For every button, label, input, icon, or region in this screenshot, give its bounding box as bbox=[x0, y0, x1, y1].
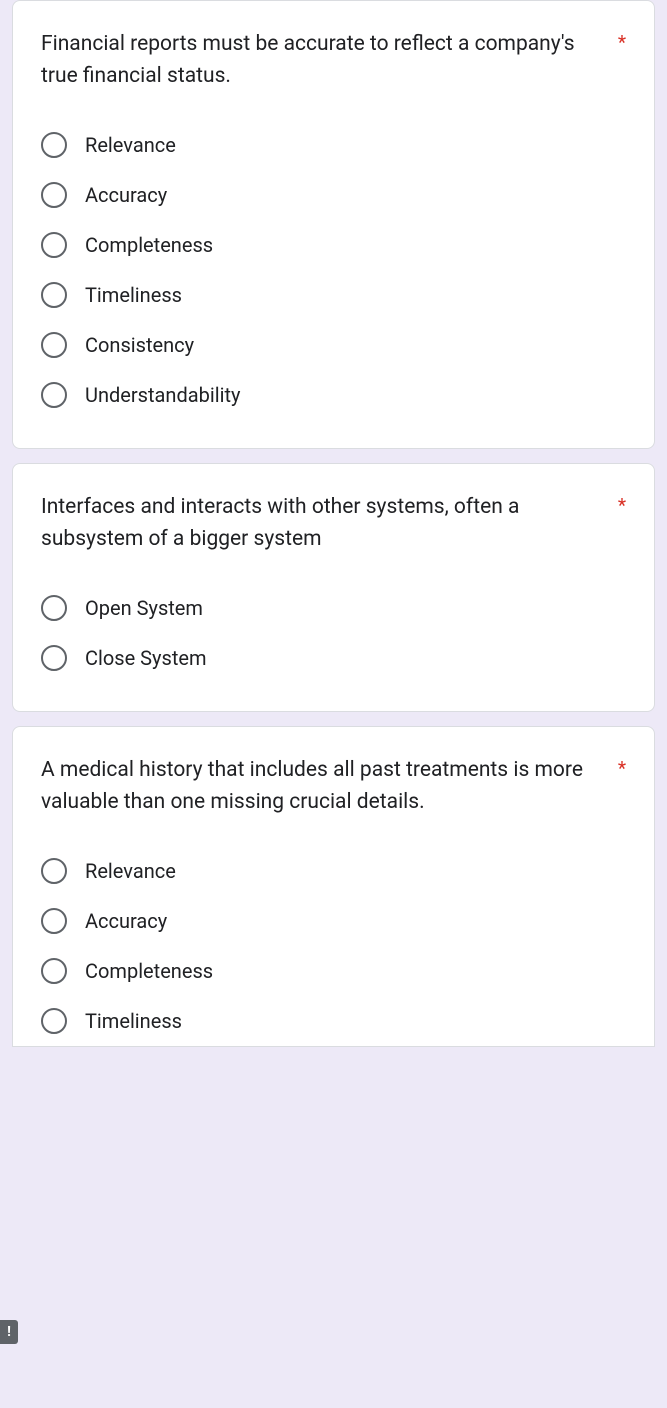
radio-icon bbox=[41, 958, 67, 984]
radio-icon bbox=[41, 858, 67, 884]
option-label: Completeness bbox=[85, 959, 213, 983]
options-list: Relevance Accuracy Completeness Timeline… bbox=[41, 120, 626, 420]
option-label: Timeliness bbox=[85, 283, 182, 307]
option-label: Consistency bbox=[85, 333, 194, 357]
option-relevance[interactable]: Relevance bbox=[41, 846, 626, 896]
option-timeliness[interactable]: Timeliness bbox=[41, 996, 626, 1046]
option-label: Timeliness bbox=[85, 1009, 182, 1033]
option-completeness[interactable]: Completeness bbox=[41, 220, 626, 270]
radio-icon bbox=[41, 908, 67, 934]
question-header: Financial reports must be accurate to re… bbox=[41, 29, 626, 92]
question-card: A medical history that includes all past… bbox=[12, 726, 655, 1047]
question-header: Interfaces and interacts with other syst… bbox=[41, 492, 626, 555]
radio-icon bbox=[41, 1008, 67, 1034]
option-label: Understandability bbox=[85, 383, 240, 407]
option-label: Completeness bbox=[85, 233, 213, 257]
option-understandability[interactable]: Understandability bbox=[41, 370, 626, 420]
option-label: Accuracy bbox=[85, 909, 167, 933]
radio-icon bbox=[41, 132, 67, 158]
radio-icon bbox=[41, 282, 67, 308]
radio-icon bbox=[41, 332, 67, 358]
option-open-system[interactable]: Open System bbox=[41, 583, 626, 633]
options-list: Open System Close System bbox=[41, 583, 626, 683]
question-card: Interfaces and interacts with other syst… bbox=[12, 463, 655, 712]
option-completeness[interactable]: Completeness bbox=[41, 946, 626, 996]
required-indicator: * bbox=[618, 492, 626, 521]
option-relevance[interactable]: Relevance bbox=[41, 120, 626, 170]
radio-icon bbox=[41, 645, 67, 671]
question-card: Financial reports must be accurate to re… bbox=[12, 0, 655, 449]
option-label: Relevance bbox=[85, 859, 176, 883]
option-timeliness[interactable]: Timeliness bbox=[41, 270, 626, 320]
option-accuracy[interactable]: Accuracy bbox=[41, 896, 626, 946]
radio-icon bbox=[41, 595, 67, 621]
question-text: Financial reports must be accurate to re… bbox=[41, 29, 610, 92]
option-consistency[interactable]: Consistency bbox=[41, 320, 626, 370]
question-text: Interfaces and interacts with other syst… bbox=[41, 492, 610, 555]
radio-icon bbox=[41, 182, 67, 208]
question-header: A medical history that includes all past… bbox=[41, 755, 626, 818]
option-label: Close System bbox=[85, 646, 207, 670]
option-label: Open System bbox=[85, 596, 203, 620]
required-indicator: * bbox=[618, 29, 626, 58]
required-indicator: * bbox=[618, 755, 626, 784]
option-accuracy[interactable]: Accuracy bbox=[41, 170, 626, 220]
radio-icon bbox=[41, 232, 67, 258]
options-list: Relevance Accuracy Completeness Timeline… bbox=[41, 846, 626, 1046]
question-text: A medical history that includes all past… bbox=[41, 755, 610, 818]
error-badge-icon[interactable]: ! bbox=[0, 1320, 18, 1344]
option-label: Relevance bbox=[85, 133, 176, 157]
option-label: Accuracy bbox=[85, 183, 167, 207]
radio-icon bbox=[41, 382, 67, 408]
option-close-system[interactable]: Close System bbox=[41, 633, 626, 683]
